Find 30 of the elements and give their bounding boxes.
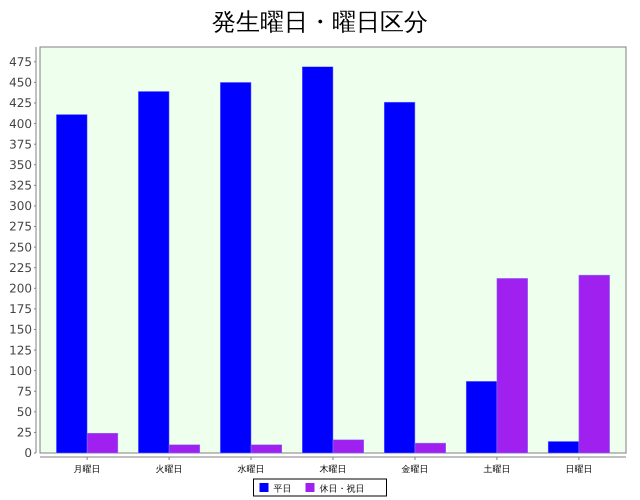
x-tick-label: 木曜日 (320, 464, 346, 475)
y-tick-label: 200 (9, 281, 32, 296)
y-tick-label: 300 (9, 199, 32, 214)
x-tick-label: 土曜日 (483, 464, 510, 475)
y-tick-label: 0 (24, 446, 32, 460)
y-tick-label: 250 (9, 240, 32, 254)
x-tick-label: 水曜日 (238, 464, 265, 475)
chart-title: 発生曜日・曜日区分 (212, 8, 428, 36)
legend-label: 休日・祝日 (320, 484, 364, 494)
y-tick-label: 475 (9, 55, 32, 70)
y-tick-label: 400 (9, 116, 32, 131)
x-tick-label: 月曜日 (74, 464, 101, 475)
x-tick-label: 日曜日 (565, 464, 592, 475)
y-tick-label: 50 (16, 405, 32, 420)
y-tick-label: 225 (9, 260, 32, 275)
legend-label: 平日 (274, 484, 292, 494)
y-tick-label: 175 (9, 302, 32, 316)
y-tick-label: 350 (9, 158, 32, 172)
y-tick-label: 325 (9, 178, 32, 193)
y-tick-label: 25 (16, 426, 32, 440)
x-tick-label: 火曜日 (156, 464, 183, 475)
y-tick-label: 450 (9, 76, 32, 90)
y-tick-label: 425 (9, 96, 32, 110)
y-tick-label: 275 (9, 220, 32, 234)
y-tick-label: 75 (16, 384, 32, 398)
y-tick-label: 100 (9, 364, 32, 378)
y-tick-label: 150 (9, 322, 32, 337)
x-tick-label: 金曜日 (401, 464, 428, 475)
y-tick-label: 375 (9, 137, 32, 152)
y-tick-label: 125 (9, 343, 32, 358)
